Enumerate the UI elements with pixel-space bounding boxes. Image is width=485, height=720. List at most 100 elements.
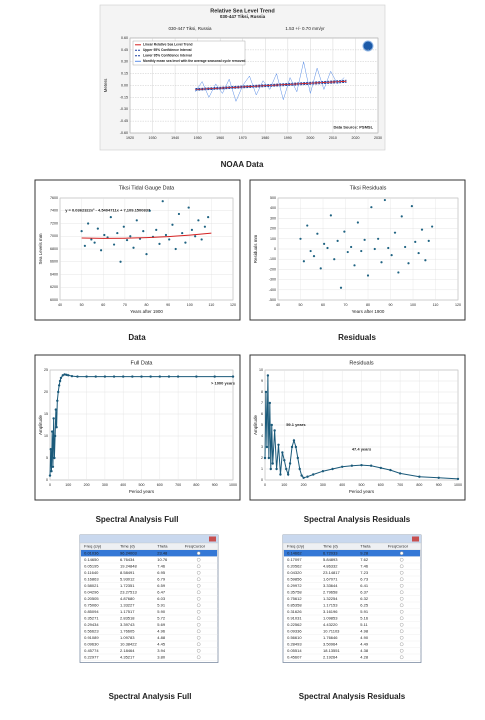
data-point <box>410 205 413 208</box>
caption: Spectral Analysis Full <box>109 692 192 701</box>
data-point <box>55 426 58 429</box>
selected-row <box>81 550 217 557</box>
data-point <box>331 467 334 471</box>
y-tick-label: 6200 <box>50 285 58 289</box>
data-point <box>418 475 421 478</box>
legend-box <box>132 40 246 66</box>
table-cell: 1.67071 <box>323 576 338 581</box>
table-cell: 3.39743 <box>120 622 135 627</box>
data-point <box>177 212 181 216</box>
cursor-radio <box>196 655 201 660</box>
selected-row <box>284 550 420 557</box>
station-label: 030-447 Tiksi, Russia <box>168 26 212 31</box>
data-point <box>51 465 55 468</box>
x-tick-label: 100 <box>187 303 193 307</box>
caption: NOAA Data <box>221 160 264 169</box>
data-point <box>155 228 158 231</box>
chart-title: Residuals <box>349 360 373 366</box>
y-tick-label: -300 <box>269 278 276 282</box>
y-axis-label: Residuals mm <box>253 234 258 263</box>
data-point <box>427 239 430 242</box>
table-cell: 2.19264 <box>323 654 338 659</box>
y-tick-label: 0 <box>274 247 276 251</box>
data-point <box>158 242 161 245</box>
table-cell: 1.76646 <box>323 635 338 640</box>
table-cell: 23.27513 <box>120 589 137 594</box>
data-point <box>50 470 53 473</box>
table-cell: 18.13551 <box>323 648 340 653</box>
x-tick-label: 40 <box>276 303 280 307</box>
table-cell: 6.41 <box>360 583 369 588</box>
data-point <box>296 456 300 460</box>
x-tick-label: 600 <box>157 483 163 487</box>
table-cell: 3.50964 <box>323 641 338 646</box>
data-point <box>414 240 417 243</box>
x-tick-label: 50 <box>80 303 84 307</box>
cursor-radio <box>399 590 404 595</box>
cursor-radio <box>399 596 404 601</box>
data-point <box>288 462 292 465</box>
data-point <box>140 375 143 378</box>
cursor-radio <box>399 557 404 562</box>
y-tick-label: -0.45 <box>120 119 128 123</box>
table-cell: 0.56623 <box>84 628 99 633</box>
table-cell: 8.58491 <box>120 570 135 575</box>
y-tick-label: 5 <box>46 456 48 460</box>
table-cell: 4.49 <box>360 641 369 646</box>
data-point <box>323 242 326 245</box>
table-cell: 0.85094 <box>84 609 99 614</box>
table-cell: 4.38 <box>360 648 369 653</box>
data-point <box>109 216 112 219</box>
data-point <box>53 434 57 438</box>
table-cell: 1.09853 <box>323 615 338 620</box>
data-point <box>456 477 460 481</box>
data-point <box>360 463 363 467</box>
data-point <box>398 472 402 475</box>
data-point <box>312 473 315 476</box>
cursor-radio <box>399 655 404 660</box>
data-point <box>285 467 288 471</box>
data-point <box>93 241 96 244</box>
cursor-radio <box>399 622 404 627</box>
table-cell: 5.72 <box>157 615 166 620</box>
table-cell: 1.76605 <box>120 628 135 633</box>
data-point <box>132 246 135 249</box>
table-cell: 0.28493 <box>287 641 302 646</box>
data-point <box>350 245 353 249</box>
data-point <box>52 417 55 420</box>
x-tick-label: 1970 <box>239 136 247 140</box>
x-tick-label: 200 <box>301 483 307 487</box>
data-point <box>319 267 322 270</box>
column-header: Freq (c/y) <box>84 544 102 549</box>
table-cell: 4.88 <box>157 635 166 640</box>
data-point <box>67 374 70 377</box>
x-axis-label: Period years <box>129 489 155 494</box>
y-tick-label: 6400 <box>50 272 58 276</box>
data-point <box>116 231 119 235</box>
data-point <box>360 249 363 253</box>
data-point <box>53 456 56 460</box>
y-tick-label: 7200 <box>50 221 58 225</box>
x-tick-label: 100 <box>281 483 287 487</box>
table-cell: 5.84893 <box>323 557 338 562</box>
cursor-radio <box>399 629 404 634</box>
y-tick-label: 5 <box>261 423 263 427</box>
table-cell: 5.93012 <box>120 576 135 581</box>
x-tick-label: 200 <box>84 483 90 487</box>
x-tick-label: 300 <box>320 483 326 487</box>
table-cell: 0.31626 <box>287 609 302 614</box>
y-tick-label: 6800 <box>50 247 58 251</box>
x-tick-label: 1930 <box>149 136 157 140</box>
data-point <box>404 245 407 249</box>
legend-entry: Monthly mean sea level with the average … <box>143 59 245 63</box>
data-point <box>184 241 187 244</box>
table-cell: 0.05514 <box>287 648 302 653</box>
table-cell: 23.14817 <box>323 570 340 575</box>
x-tick-label: 120 <box>455 303 461 307</box>
chart-title: Tiksi Tidal Gauge Data <box>119 185 175 191</box>
data-point <box>56 399 59 402</box>
data-point <box>176 375 180 378</box>
data-point <box>125 238 129 242</box>
data-point <box>279 473 282 476</box>
table-cell: 0.58021 <box>84 583 99 588</box>
